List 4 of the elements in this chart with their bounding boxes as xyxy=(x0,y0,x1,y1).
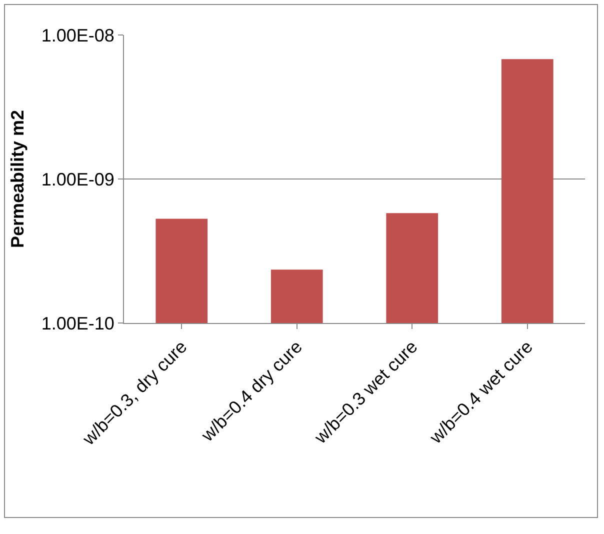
y-axis-title: Permeability m2 xyxy=(8,110,28,248)
y-tick-label: 1.00E-08 xyxy=(41,25,114,46)
y-tick-label: 1.00E-10 xyxy=(41,313,114,334)
y-tick-label: 1.00E-09 xyxy=(41,169,114,190)
